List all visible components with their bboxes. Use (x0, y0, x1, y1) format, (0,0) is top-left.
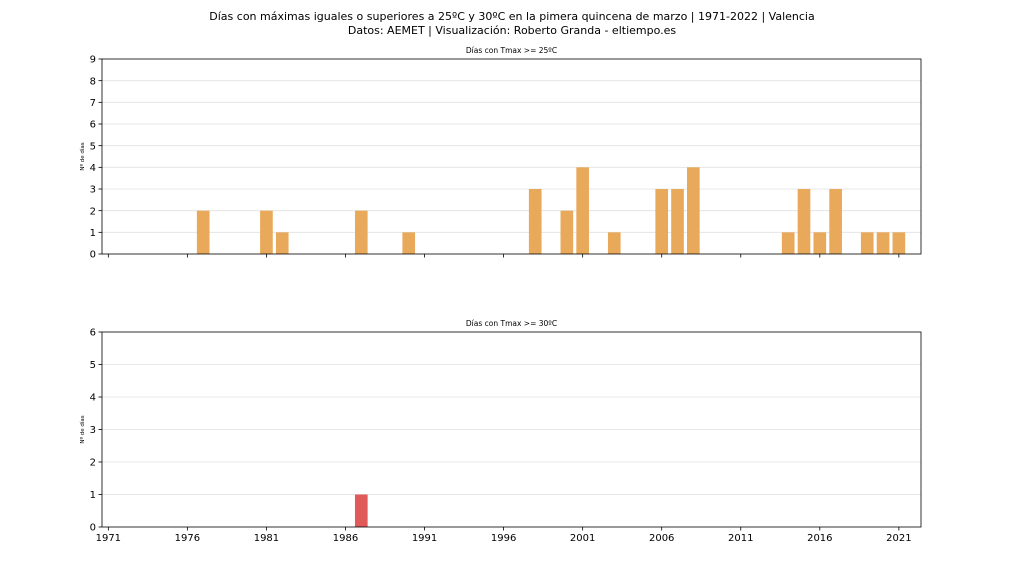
y-tick-label: 5 (90, 141, 96, 152)
x-tick-label: 2021 (886, 533, 911, 544)
y-tick-label: 0 (90, 523, 96, 534)
y-axis-label: Nº de días (79, 142, 86, 170)
chart-panel-1: 0 1 2 3 4 5 6 7 8 9 Días con Tmax >= 25ºC Nº de día… (79, 46, 922, 261)
x-tick-label: 2011 (728, 533, 753, 544)
y-tick-label: 3 (90, 425, 96, 436)
bar-1981 (260, 210, 273, 254)
bar-2014 (781, 232, 795, 254)
x-tick-label: 1991 (412, 533, 437, 544)
y-tick-label: 2 (90, 206, 96, 217)
bar-2015 (797, 189, 811, 254)
plot-frame (101, 58, 922, 255)
y-tick-label: 9 (90, 55, 96, 66)
bar-2016 (813, 232, 827, 254)
x-tick-label: 2006 (649, 533, 674, 544)
bar-2001 (576, 167, 589, 254)
bar-1998 (528, 189, 542, 254)
figure-title: Días con máximas iguales o superiores a … (209, 10, 815, 23)
y-tick-label: 4 (90, 393, 96, 404)
bar-1982 (275, 232, 289, 254)
bar-1977 (196, 210, 210, 254)
y-tick-label: 3 (90, 185, 96, 196)
y-tick-label: 5 (90, 360, 96, 371)
x-tick-label: 2016 (807, 533, 832, 544)
figure-title-block: Días con máximas iguales o superiores a … (0, 10, 1024, 37)
x-tick-label: 2001 (570, 533, 595, 544)
y-tick-label: 2 (90, 458, 96, 469)
x-tick-label: 1986 (333, 533, 358, 544)
bar-1987 (354, 210, 368, 254)
y-tick-label: 6 (90, 120, 96, 131)
y-tick-label: 1 (90, 490, 96, 501)
bar-2020 (876, 232, 890, 254)
bar-2017 (829, 189, 842, 254)
y-tick-label: 4 (90, 163, 96, 174)
x-tick-label: 1976 (175, 533, 200, 544)
x-tick-label: 1996 (491, 533, 516, 544)
y-tick-label: 7 (90, 98, 96, 109)
y-axis-label: Nº de días (79, 415, 86, 443)
bar-1987 (354, 494, 368, 527)
panel-title: Días con Tmax >= 30ºC (466, 319, 557, 328)
chart-panel-2: 0 1 2 3 4 5 6 1971 1976 1981 1986 1991 1996 2001 2006 2… (79, 319, 922, 544)
figure-subtitle: Datos: AEMET | Visualización: Roberto Gr… (347, 23, 677, 37)
y-tick-label: 8 (90, 76, 96, 87)
bar-2021 (892, 232, 906, 254)
bar-1990 (402, 232, 416, 254)
y-tick-label: 6 (90, 328, 96, 339)
y-tick-label: 0 (90, 250, 96, 261)
bar-2006 (655, 189, 669, 254)
panel-title: Días con Tmax >= 25ºC (466, 46, 557, 55)
bar-2007 (671, 189, 684, 254)
bar-2019 (860, 232, 874, 254)
bar-2003 (607, 232, 621, 254)
y-tick-label: 1 (90, 228, 96, 239)
x-tick-label: 1981 (254, 533, 279, 544)
bar-2000 (560, 210, 574, 254)
x-tick-label: 1971 (96, 533, 121, 544)
bar-2008 (687, 167, 700, 254)
